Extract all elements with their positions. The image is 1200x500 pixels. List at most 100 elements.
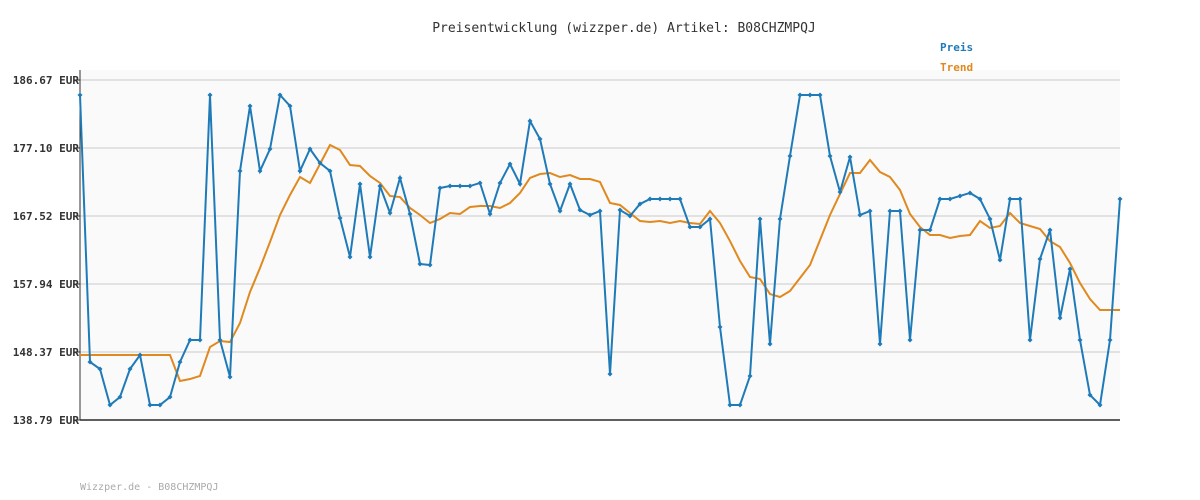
point-marker (177, 359, 183, 365)
point-marker (197, 337, 203, 343)
point-marker (377, 183, 383, 189)
point-marker (97, 366, 103, 372)
point-marker (677, 196, 683, 202)
point-marker (107, 402, 113, 408)
point-marker (607, 371, 613, 377)
point-marker (207, 92, 213, 98)
legend-entry: Preis (940, 41, 973, 54)
y-tick-label: 167.52 EUR (13, 210, 80, 223)
point-marker (517, 181, 523, 187)
point-marker (1117, 196, 1123, 202)
chart-title: Preisentwicklung (wizzper.de) Artikel: B… (432, 21, 816, 36)
point-marker (337, 215, 343, 221)
y-tick-label: 177.10 EUR (13, 142, 80, 155)
point-marker (637, 201, 643, 207)
point-marker (697, 224, 703, 230)
point-marker (627, 213, 633, 219)
point-marker (877, 341, 883, 347)
point-marker (257, 168, 263, 174)
point-marker (547, 181, 553, 187)
point-marker (537, 136, 543, 142)
y-tick-label: 186.67 EUR (13, 74, 80, 87)
point-marker (157, 402, 163, 408)
point-marker (1027, 337, 1033, 343)
point-marker (187, 337, 193, 343)
point-marker (397, 175, 403, 181)
point-marker (827, 153, 833, 159)
point-marker (727, 402, 733, 408)
point-marker (507, 161, 513, 167)
point-marker (737, 402, 743, 408)
point-marker (937, 196, 943, 202)
point-marker (897, 208, 903, 214)
point-marker (477, 180, 483, 186)
series-line (80, 143, 1120, 383)
point-marker (427, 262, 433, 268)
point-marker (247, 103, 253, 109)
point-marker (357, 181, 363, 187)
point-marker (967, 190, 973, 196)
point-marker (927, 227, 933, 233)
point-marker (227, 374, 233, 380)
point-marker (217, 337, 223, 343)
point-marker (327, 168, 333, 174)
point-marker (297, 168, 303, 174)
point-marker (687, 224, 693, 230)
point-marker (857, 212, 863, 218)
y-tick-label: 138.79 EUR (13, 414, 80, 427)
point-marker (577, 207, 583, 213)
point-marker (777, 216, 783, 222)
point-marker (1097, 402, 1103, 408)
point-marker (147, 402, 153, 408)
point-marker (137, 352, 143, 358)
point-marker (717, 324, 723, 330)
legend-entry: Trend (940, 61, 973, 74)
point-marker (267, 146, 273, 152)
point-marker (1017, 196, 1023, 202)
point-marker (907, 337, 913, 343)
point-marker (347, 254, 353, 260)
point-marker (837, 189, 843, 195)
point-marker (1087, 392, 1093, 398)
point-marker (437, 185, 443, 191)
point-marker (1067, 266, 1073, 272)
point-marker (867, 208, 873, 214)
point-marker (497, 180, 503, 186)
point-marker (667, 196, 673, 202)
point-marker (87, 359, 93, 365)
point-marker (567, 181, 573, 187)
point-marker (487, 211, 493, 217)
point-marker (417, 261, 423, 267)
point-marker (817, 92, 823, 98)
point-marker (387, 210, 393, 216)
point-marker (987, 216, 993, 222)
point-marker (467, 183, 473, 189)
point-marker (127, 366, 133, 372)
point-marker (887, 208, 893, 214)
point-marker (597, 208, 603, 214)
point-marker (947, 196, 953, 202)
point-marker (447, 183, 453, 189)
point-marker (307, 146, 313, 152)
point-marker (117, 394, 123, 400)
point-marker (757, 216, 763, 222)
point-marker (317, 160, 323, 166)
point-marker (407, 211, 413, 217)
point-marker (847, 154, 853, 160)
point-marker (807, 92, 813, 98)
point-marker (617, 207, 623, 213)
point-marker (647, 196, 653, 202)
point-marker (367, 254, 373, 260)
point-marker (1077, 337, 1083, 343)
point-marker (1007, 196, 1013, 202)
footer: Wizzper.de - B08CHZMPQJ (80, 482, 218, 493)
point-marker (657, 196, 663, 202)
point-marker (237, 168, 243, 174)
point-marker (287, 103, 293, 109)
point-marker (977, 196, 983, 202)
y-tick-label: 157.94 EUR (13, 278, 80, 291)
point-marker (797, 92, 803, 98)
point-marker (557, 208, 563, 214)
point-marker (1107, 337, 1113, 343)
